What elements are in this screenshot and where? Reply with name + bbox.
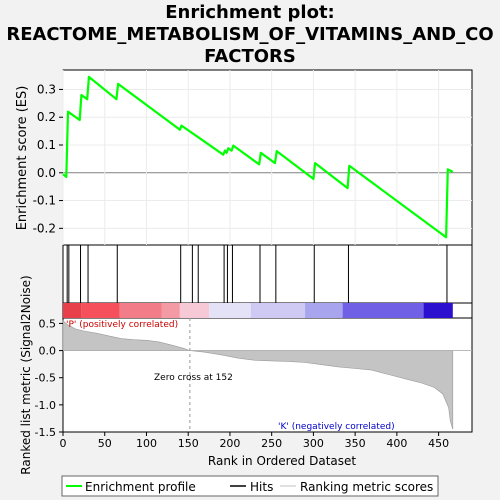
metric-y-axis-label: Ranked list metric (Signal2Noise) [19, 275, 33, 474]
x-tick-label: 100 [136, 437, 157, 450]
es-y-axis-label: Enrichment score (ES) [15, 86, 30, 231]
legend-label-hits: Hits [250, 480, 273, 494]
metric-y-tick-label: -1.5 [35, 426, 56, 439]
rank-bar-segment [179, 303, 210, 318]
hits-layer [66, 245, 448, 303]
rank-bar-segment [423, 303, 453, 318]
x-tick-label: 450 [428, 437, 449, 450]
negative-label: 'K' (negatively correlated) [278, 422, 395, 432]
legend-label-ranking: Ranking metric scores [300, 480, 433, 494]
metric-y-tick-label: -1.0 [35, 399, 56, 412]
es-y-tick-label: 0.0 [37, 166, 56, 180]
metric-y-tick-label: 0.5 [39, 317, 57, 330]
rank-layer [63, 303, 453, 318]
x-tick-label: 150 [178, 437, 199, 450]
legend-box [61, 475, 439, 497]
rank-bar-segment [250, 303, 306, 318]
chart-title-line-1: Enrichment plot: [165, 2, 335, 23]
axis-layer: -0.2 -0.1 0.0 0.1 0.2 0.3 -1.5 -1.0 -0.5 0.0 0.5 0 5… [33, 82, 450, 450]
x-tick-label: 350 [345, 437, 366, 450]
rank-bar-segment [81, 303, 120, 318]
rank-bar-segment [63, 303, 82, 318]
metric-y-tick-label: 0.0 [39, 345, 57, 358]
es-y-tick-label: 0.2 [37, 110, 56, 124]
metric-layer [62, 318, 472, 432]
x-tick-label: 200 [219, 437, 240, 450]
chart-title-line-2: REACTOME_METABOLISM_OF_VITAMINS_AND_CO [6, 24, 494, 45]
enrichment-profile-line [62, 75, 454, 239]
chart-title-line-3: FACTORS [204, 46, 296, 67]
es-y-tick-label: -0.1 [33, 194, 56, 208]
x-tick-label: 0 [60, 437, 67, 450]
x-tick-label: 50 [98, 437, 112, 450]
es-y-tick-label: 0.3 [37, 82, 56, 96]
legend-label-enrichment: Enrichment profile [85, 480, 196, 494]
es-layer [62, 70, 472, 245]
rank-bar-segment [342, 303, 424, 318]
ranking-metric-area [62, 320, 454, 430]
rank-bar-segment [305, 303, 343, 318]
metric-y-tick-label: -0.5 [35, 372, 56, 385]
zero-cross-label: Zero cross at 152 [154, 373, 233, 383]
hits-panel [62, 244, 473, 304]
x-tick-label: 300 [303, 437, 324, 450]
positive-label: 'P' (positively correlated) [66, 320, 178, 330]
es-y-tick-label: -0.2 [33, 221, 56, 235]
x-tick-label: 400 [386, 437, 407, 450]
x-axis-label: Rank in Ordered Dataset [208, 454, 356, 468]
es-y-tick-label: 0.1 [37, 138, 56, 152]
rank-bar-segment [119, 303, 162, 318]
rank-bar-segment [209, 303, 251, 318]
rank-bar-segment [161, 303, 180, 318]
x-tick-label: 250 [261, 437, 282, 450]
